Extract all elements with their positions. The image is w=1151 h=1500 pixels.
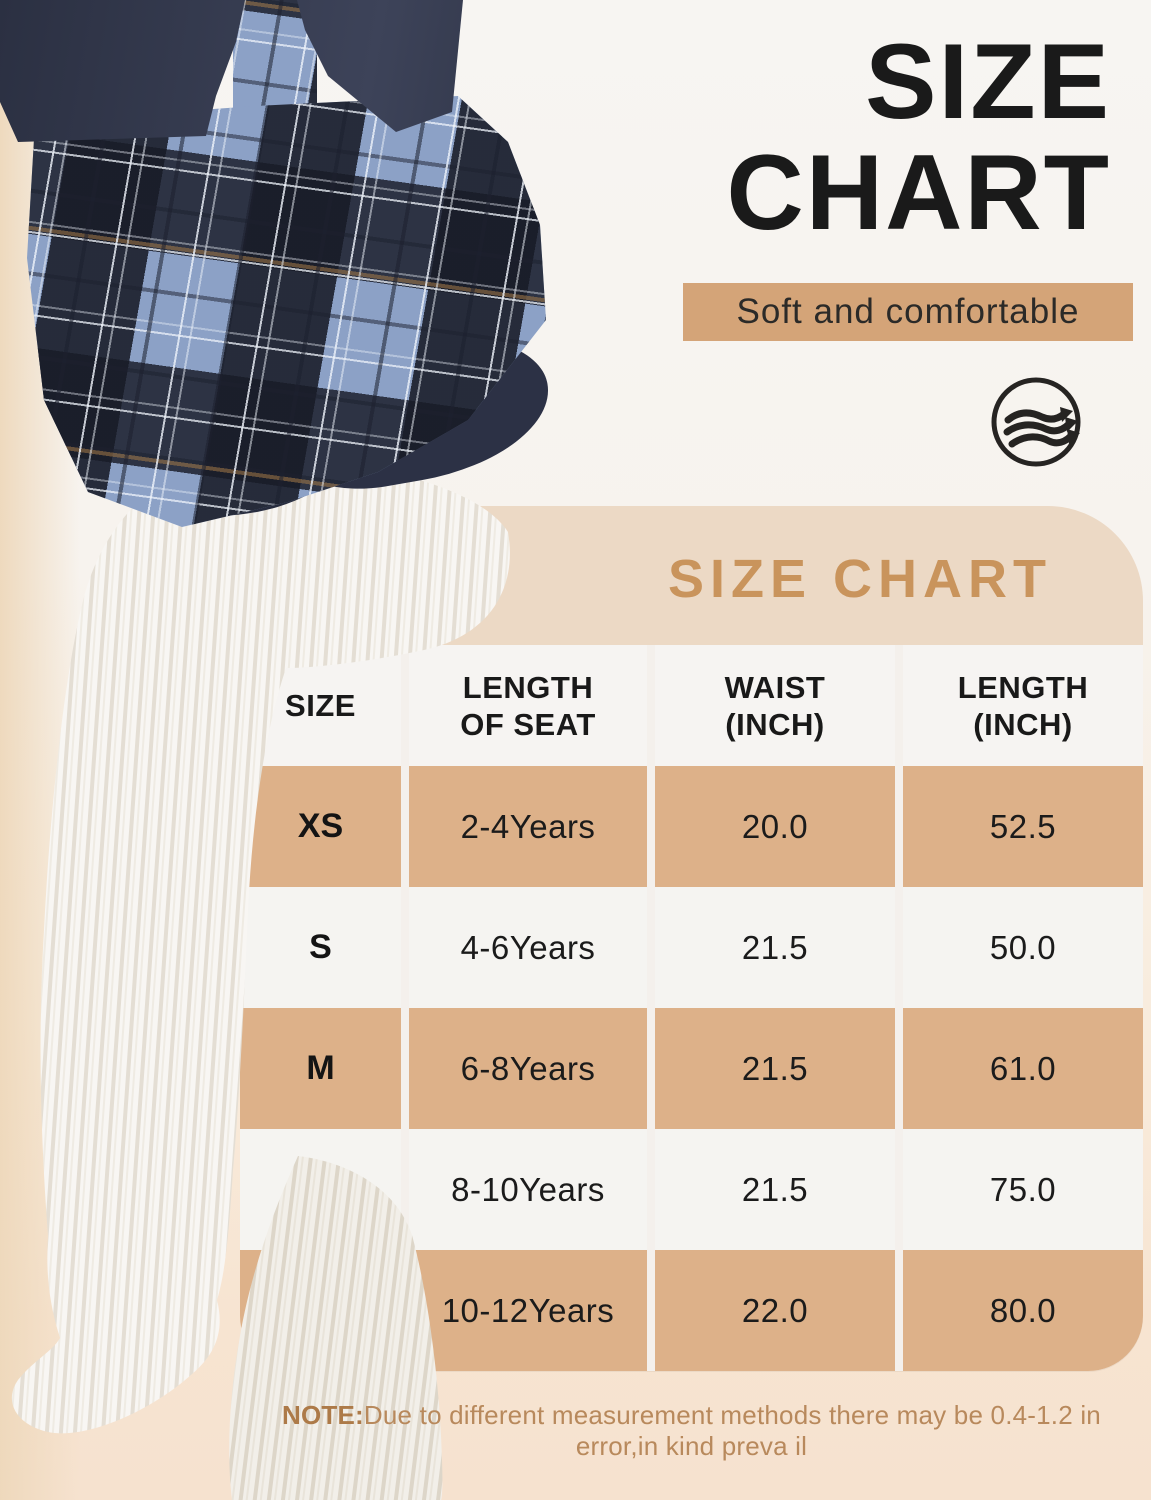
back-leg	[229, 1156, 443, 1500]
note-text: Due to different measurement methods the…	[363, 1400, 1101, 1461]
table-cell: 61.0	[903, 1008, 1143, 1129]
table-cell: 2-4Years	[409, 766, 647, 887]
table-cell: 8-10Years	[409, 1129, 647, 1250]
note-prefix: NOTE:	[282, 1400, 364, 1430]
panel-heading: SIZE CHART	[668, 549, 1052, 609]
table-cell: 21.5	[655, 1008, 895, 1129]
page-title: SIZE CHART	[726, 21, 1111, 253]
table-cell: XS	[240, 766, 401, 887]
product-photo-tights-legs	[11, 460, 510, 1500]
table-cell: 6-8Years	[409, 1008, 647, 1129]
navy-blazer-front	[0, 0, 245, 142]
table-cell: 10-12Years	[409, 1250, 647, 1371]
page-title-line1: SIZE	[865, 21, 1111, 141]
column-header-waist: WAIST (INCH)	[655, 645, 895, 766]
table-cell: 20.0	[655, 766, 895, 887]
airflow-arrows-icon	[991, 377, 1081, 467]
table-cell: 75.0	[903, 1129, 1143, 1250]
table-cell: 52.5	[903, 766, 1143, 887]
product-photo-skirt-blazer	[0, 0, 600, 560]
table-cell: 22.0	[655, 1250, 895, 1371]
page-title-line2: CHART	[726, 132, 1111, 253]
table-cell: M	[240, 1008, 401, 1129]
table-cell: 80.0	[903, 1250, 1143, 1371]
table-cell: 50.0	[903, 887, 1143, 1008]
table-cell: 21.5	[655, 887, 895, 1008]
subtitle-banner: Soft and comfortable	[683, 283, 1133, 341]
measurement-note: NOTE:Due to different measurement method…	[240, 1400, 1143, 1462]
column-header-length-of-seat: LENGTH OF SEAT	[409, 645, 647, 766]
front-leg	[11, 460, 510, 1434]
table-cell: 21.5	[655, 1129, 895, 1250]
table-cell: 4-6Years	[409, 887, 647, 1008]
table-cell: S	[240, 887, 401, 1008]
subtitle-banner-label: Soft and comfortable	[736, 292, 1080, 331]
column-header-length: LENGTH (INCH)	[903, 645, 1143, 766]
